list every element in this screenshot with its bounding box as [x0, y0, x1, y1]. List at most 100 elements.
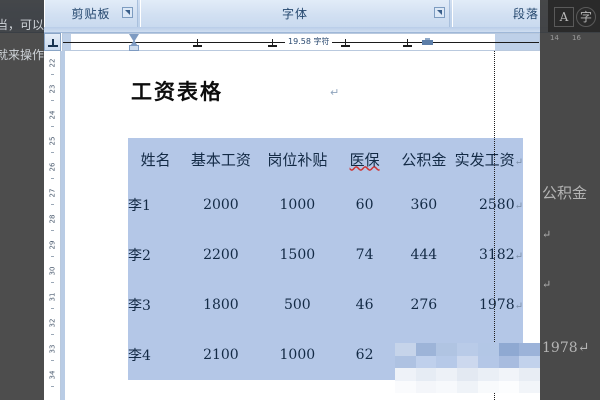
- cell-medical: 62: [336, 330, 394, 380]
- page-title: 工资表格: [131, 79, 223, 104]
- overlay-text-line: 当，可以看: [0, 18, 44, 32]
- vertical-ruler-tick: [51, 334, 54, 335]
- vertical-ruler-number: 29: [48, 240, 57, 250]
- cell-medical: 46: [336, 280, 394, 330]
- vertical-ruler-tick: [51, 282, 54, 283]
- character-shading-icon[interactable]: 字: [576, 7, 596, 27]
- ribbon: 剪贴板 字体 段落: [0, 0, 600, 33]
- table-header-row[interactable]: 姓名 基本工资 岗位补贴 医保 公积金 实发工资↵: [128, 138, 523, 180]
- tab-stop-selector-button[interactable]: [44, 33, 61, 51]
- tab-stop-marker[interactable]: [193, 39, 202, 47]
- cell-name: 李3: [128, 280, 184, 330]
- ruler-measure-label: 19.58 字符: [285, 36, 333, 47]
- cell-end-mark: ↵: [514, 201, 523, 212]
- vertical-ruler-tick: [51, 178, 54, 179]
- first-line-indent-marker[interactable]: [129, 34, 139, 42]
- text-boundary-guide: [494, 51, 495, 400]
- ribbon-group-font[interactable]: 字体: [140, 0, 450, 27]
- cell-allowance: 1000: [258, 330, 337, 380]
- ribbon-group-clipboard-label: 剪贴板: [71, 7, 111, 21]
- table-header-cell-net: 实发工资↵: [454, 138, 523, 180]
- cell-medical: 74: [336, 230, 394, 280]
- overlay-paragraph-mark: ↵: [542, 228, 552, 241]
- cell-name: 李2: [128, 230, 184, 280]
- cell-name: 李4: [128, 330, 184, 380]
- cell-fund: 444: [393, 230, 455, 280]
- vertical-ruler-tick: [51, 204, 54, 205]
- vertical-ruler-margin-band: [61, 51, 65, 400]
- cell-base: 2000: [183, 180, 259, 230]
- left-tab-stop-icon: [48, 39, 58, 47]
- cell-fund: 276: [393, 280, 455, 330]
- table-header-cell-allowance: 岗位补贴: [258, 138, 337, 180]
- table-header-cell-fund: 公积金: [393, 138, 455, 180]
- vertical-ruler-tick: [51, 386, 54, 387]
- vertical-ruler-tick: [51, 152, 54, 153]
- table-header-net-text: 实发工资: [454, 150, 515, 169]
- vertical-ruler-tick: [51, 126, 54, 127]
- left-indent-marker[interactable]: [129, 45, 139, 51]
- overlay-ruler-tick: 14: [550, 34, 559, 42]
- table-header-cell-name: 姓名: [128, 138, 184, 180]
- cell-net-text: 2580: [478, 197, 515, 213]
- cell-net: 3182↵: [454, 230, 523, 280]
- cell-net: 2580↵: [454, 180, 523, 230]
- vertical-ruler-tick: [51, 308, 54, 309]
- tab-stop-marker[interactable]: [268, 39, 277, 47]
- table-row[interactable]: 李1 2000 1000 60 360 2580↵: [128, 180, 523, 230]
- ribbon-divider: [0, 27, 600, 33]
- tab-stop-marker[interactable]: [341, 39, 350, 47]
- font-dialog-launcher-icon[interactable]: [434, 7, 445, 18]
- ribbon-group-clipboard[interactable]: 剪贴板: [44, 0, 138, 27]
- vertical-ruler[interactable]: 22 23 24 25 26 27 28 29 30 31 32 33 34: [44, 51, 61, 400]
- vertical-ruler-tick: [51, 360, 54, 361]
- cell-fund: 360: [393, 180, 455, 230]
- vertical-ruler-number: 22: [48, 58, 57, 68]
- overlay-text-line: 1978↵: [542, 340, 590, 356]
- table-header-cell-medical: 医保: [336, 138, 394, 180]
- vertical-ruler-number: 25: [48, 136, 57, 146]
- clipboard-dialog-launcher-icon[interactable]: [122, 7, 133, 18]
- vertical-ruler-number: 27: [48, 188, 57, 198]
- tab-stop-marker[interactable]: [403, 39, 412, 47]
- vertical-ruler-tick: [51, 100, 54, 101]
- cell-name: 李1: [128, 180, 184, 230]
- vertical-ruler-tick: [51, 74, 54, 75]
- cell-end-mark: ↵: [514, 301, 523, 312]
- ribbon-group-paragraph-label: 段落: [512, 7, 539, 21]
- overlay-text-line: 就来操作下: [0, 48, 44, 62]
- vertical-ruler-number: 31: [48, 292, 57, 302]
- overlay-text-line: 公积金: [542, 184, 588, 202]
- cell-end-mark: ↵: [514, 156, 523, 168]
- font-color-icon[interactable]: A: [554, 7, 574, 27]
- hanging-indent-marker[interactable]: [129, 40, 139, 48]
- cell-allowance: 1500: [258, 230, 337, 280]
- table-header-cell-base: 基本工资: [183, 138, 259, 180]
- cell-allowance: 500: [258, 280, 337, 330]
- cell-base: 1800: [183, 280, 259, 330]
- paragraph-mark: ↵: [330, 86, 340, 99]
- cell-base: 2100: [183, 330, 259, 380]
- cell-end-mark: ↵: [514, 251, 523, 262]
- censored-region: [395, 343, 540, 393]
- cell-base: 2200: [183, 230, 259, 280]
- background-window-overlay-left: 当，可以看 就来操作下: [0, 0, 44, 400]
- vertical-ruler-tick: [51, 256, 54, 257]
- vertical-ruler-number: 33: [48, 344, 57, 354]
- right-indent-marker[interactable]: [422, 38, 433, 47]
- table-row[interactable]: 李2 2200 1500 74 444 3182↵: [128, 230, 523, 280]
- table-row[interactable]: 李3 1800 500 46 276 1978↵: [128, 280, 523, 330]
- background-window-ruler: 14 16: [548, 33, 600, 44]
- vertical-ruler-number: 28: [48, 214, 57, 224]
- background-window-overlay-topright: A 字: [548, 0, 600, 32]
- horizontal-ruler[interactable]: 19.58 字符: [62, 33, 540, 51]
- cell-net: 1978↵: [454, 280, 523, 330]
- cell-allowance: 1000: [258, 180, 337, 230]
- cell-net-text: 1978: [478, 297, 515, 313]
- vertical-ruler-number: 34: [48, 370, 57, 380]
- overlay-paragraph-mark: ↵: [542, 278, 552, 291]
- vertical-ruler-number: 30: [48, 266, 57, 276]
- vertical-ruler-number: 26: [48, 162, 57, 172]
- document-page[interactable]: 工资表格 ↵ 姓名 基本工资 岗位补贴 医保 公积金 实发工资↵ 李1 2000…: [65, 51, 540, 400]
